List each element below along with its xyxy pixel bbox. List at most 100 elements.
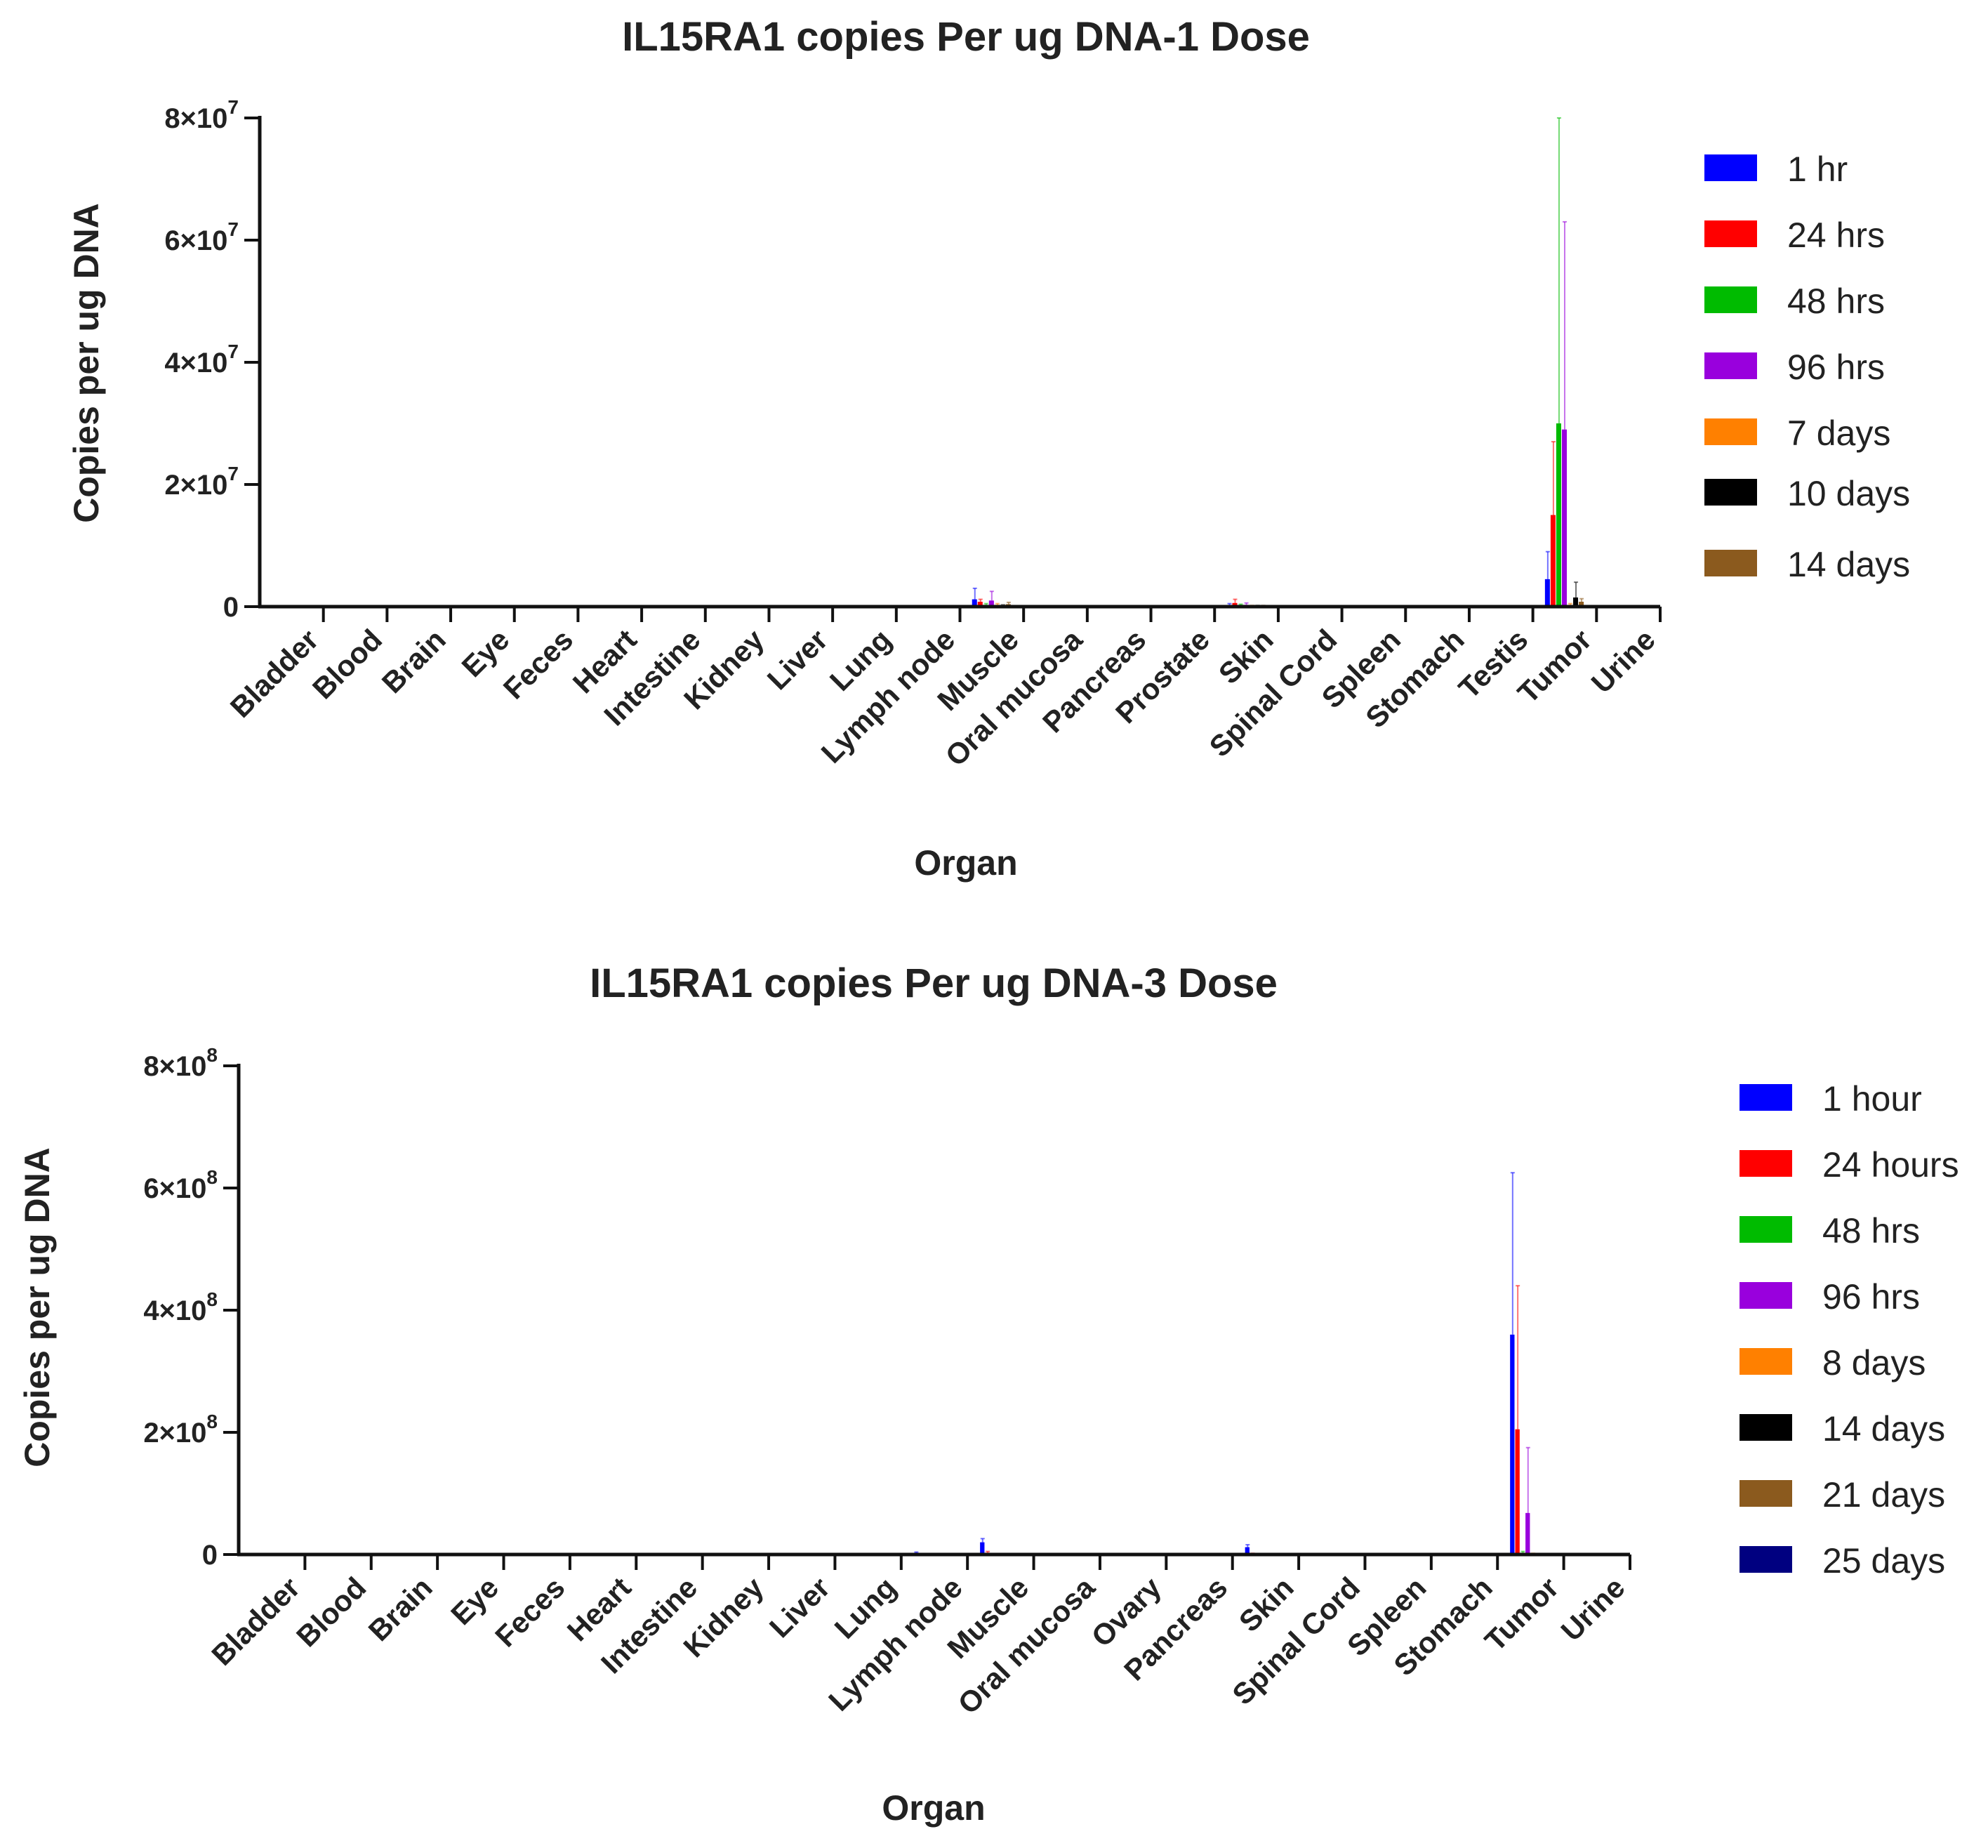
legend-label: 25 days — [1822, 1541, 1945, 1580]
y-tick-exponent: 8 — [206, 1288, 218, 1310]
legend-swatch — [1740, 1348, 1792, 1375]
legend-label: 8 days — [1822, 1343, 1926, 1382]
legend-swatch — [1740, 1480, 1792, 1507]
y-tick-mantissa: 8×10 — [164, 103, 227, 134]
legend-label: 7 days — [1787, 414, 1890, 453]
category-label: Blood — [306, 623, 388, 705]
y-tick-mantissa: 0 — [223, 592, 239, 623]
legend-label: 24 hrs — [1787, 216, 1885, 255]
bar: 96 hrs — Tumor: 68000000 — [1525, 1512, 1530, 1555]
category-label: Urine — [1585, 623, 1662, 699]
category-label: Tumor — [1511, 623, 1598, 709]
legend-label: 21 days — [1822, 1475, 1945, 1514]
legend-swatch — [1740, 1216, 1792, 1243]
category-label: Bladder — [224, 623, 325, 724]
legend-swatch — [1704, 418, 1757, 445]
category-label: Urine — [1554, 1571, 1631, 1647]
legend-label: 96 hrs — [1787, 348, 1885, 387]
legend-swatch — [1704, 286, 1757, 313]
y-tick-exponent: 7 — [227, 96, 239, 118]
category-label: Liver — [763, 1571, 836, 1644]
category-label: Tumor — [1478, 1571, 1565, 1657]
chart-1: IL15RA1 copies Per ug DNA-1 Dose Copies … — [67, 14, 1910, 883]
legend-label: 14 days — [1822, 1409, 1945, 1448]
y-tick-exponent: 8 — [206, 1411, 218, 1432]
chart-1-legend: 1 hr 24 hrs 48 hrs 96 hrs 7 days 10 days 14 da… — [1704, 150, 1910, 584]
category-label: Bladder — [205, 1571, 306, 1672]
chart-1-axes — [258, 116, 1662, 622]
bar: 1 hour — Muscle: 20000000 — [980, 1542, 985, 1555]
y-tick-label: 8×108 — [143, 1044, 218, 1082]
bar: 14 days — Tumor: 800000 — [1579, 602, 1584, 607]
legend-label: 1 hour — [1822, 1079, 1922, 1118]
y-tick-mantissa: 6×10 — [143, 1173, 206, 1204]
y-tick-label: 2×107 — [164, 463, 239, 501]
y-tick-label: 8×107 — [164, 96, 239, 134]
legend-label: 24 hours — [1822, 1145, 1959, 1184]
bar: 24 hrs — Muscle: 800000 — [977, 602, 983, 607]
legend-label: 96 hrs — [1822, 1277, 1920, 1316]
bar: 1 hour — Tumor: 360000000 — [1510, 1334, 1515, 1555]
y-tick-mantissa: 2×10 — [164, 470, 227, 501]
y-tick-mantissa: 0 — [202, 1540, 218, 1571]
bar: 24 hrs — Tumor: 15000000 — [1550, 515, 1556, 607]
y-tick-label: 0 — [223, 592, 239, 623]
category-label: Feces — [489, 1571, 571, 1653]
y-tick-label: 6×107 — [164, 218, 239, 256]
y-tick-exponent: 8 — [206, 1166, 218, 1188]
bar: 1 hr — Muscle: 1200000 — [972, 599, 977, 607]
y-tick-label: 6×108 — [143, 1166, 218, 1204]
legend-label: 48 hrs — [1822, 1211, 1920, 1250]
chart-2-y-axis-label: Copies per ug DNA — [18, 1147, 57, 1467]
chart-2-legend: 1 hour 24 hours 48 hrs 96 hrs 8 days 14 days 2… — [1740, 1079, 1959, 1580]
legend-label: 14 days — [1787, 545, 1910, 584]
category-label: Brain — [362, 1571, 439, 1647]
bar: 1 hour — Skin: 12000000 — [1245, 1547, 1250, 1555]
legend-swatch — [1740, 1084, 1792, 1111]
y-tick-mantissa: 4×10 — [164, 348, 227, 378]
bar: 24 hrs — Skin: 600000 — [1232, 602, 1238, 607]
y-tick-exponent: 7 — [227, 341, 239, 362]
bar: 96 hrs — Tumor: 29000000 — [1561, 429, 1567, 607]
legend-label: 1 hr — [1787, 150, 1848, 189]
y-tick-mantissa: 4×10 — [143, 1295, 206, 1326]
legend-label: 48 hrs — [1787, 282, 1885, 321]
legend-swatch — [1704, 550, 1757, 576]
chart-2-x-axis-label: Organ — [882, 1788, 985, 1828]
y-tick-mantissa: 6×10 — [164, 225, 227, 256]
chart-1-x-axis-label: Organ — [914, 843, 1017, 883]
chart-2-title: IL15RA1 copies Per ug DNA-3 Dose — [590, 961, 1278, 1006]
legend-label: 10 days — [1787, 474, 1910, 513]
chart-2-axes — [237, 1064, 1631, 1570]
chart-1-y-axis-label: Copies per ug DNA — [67, 203, 106, 523]
category-label: Blood — [290, 1571, 372, 1653]
y-tick-exponent: 7 — [227, 218, 239, 240]
legend-swatch — [1704, 352, 1757, 379]
bar: 96 hrs — Muscle: 1000000 — [988, 600, 994, 607]
bar: 10 days — Tumor: 1500000 — [1573, 597, 1579, 607]
category-label: Liver — [761, 623, 834, 696]
chart-2-bars: 1 hour — Lymph node: 20000001 hour — Mus… — [913, 1172, 1551, 1555]
legend-swatch — [1740, 1546, 1792, 1573]
y-tick-label: 2×108 — [143, 1411, 218, 1448]
bar: 1 hr — Tumor: 4500000 — [1544, 579, 1550, 607]
y-tick-label: 4×107 — [164, 341, 239, 378]
legend-swatch — [1704, 479, 1757, 506]
legend-swatch — [1704, 220, 1757, 247]
y-tick-exponent: 8 — [206, 1044, 218, 1066]
legend-swatch — [1740, 1150, 1792, 1177]
chart-1-title: IL15RA1 copies Per ug DNA-1 Dose — [622, 14, 1310, 60]
y-tick-mantissa: 8×10 — [143, 1051, 206, 1082]
category-label: Feces — [497, 623, 579, 705]
y-tick-mantissa: 2×10 — [143, 1418, 206, 1448]
y-tick-label: 4×108 — [143, 1288, 218, 1326]
legend-swatch — [1704, 154, 1757, 181]
bar: 48 hrs — Tumor: 30000000 — [1556, 423, 1561, 607]
chart-2: IL15RA1 copies Per ug DNA-3 Dose Copies … — [18, 961, 1959, 1828]
legend-swatch — [1740, 1414, 1792, 1441]
